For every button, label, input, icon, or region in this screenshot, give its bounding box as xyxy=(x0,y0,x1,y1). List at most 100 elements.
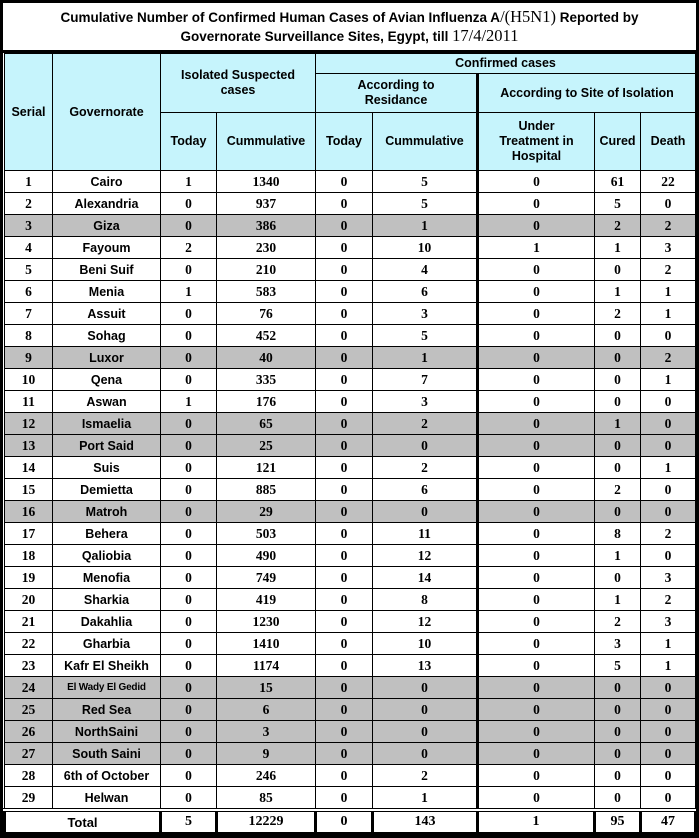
serial-cell: 4 xyxy=(4,236,53,259)
governorate-cell: Alexandria xyxy=(52,192,161,215)
residence-cumulative-cell: 10 xyxy=(372,236,478,259)
table-row: 27 South Saini 0 9 0 0 0 0 0 xyxy=(4,742,697,765)
serial-cell: 14 xyxy=(4,456,53,479)
total-residence-cumulative-cell: 143 xyxy=(371,808,479,835)
isolated-cumulative-cell: 176 xyxy=(216,390,316,413)
governorate-cell: Qena xyxy=(52,368,161,391)
residence-cumulative-cell: 0 xyxy=(372,500,478,523)
total-row: Total 5 12229 0 143 1 95 47 xyxy=(3,808,698,835)
governorate-cell: Qaliobia xyxy=(52,544,161,567)
header-site-of-isolation: According to Site of Isolation xyxy=(475,73,697,113)
death-cell: 0 xyxy=(639,434,697,457)
serial-cell: 3 xyxy=(4,214,53,237)
governorate-cell: El Wady El Gedid xyxy=(52,676,161,699)
serial-cell: 17 xyxy=(4,522,53,545)
serial-cell: 12 xyxy=(4,412,53,435)
serial-cell: 22 xyxy=(4,632,53,655)
isolated-today-cell: 0 xyxy=(160,654,217,677)
cured-cell: 2 xyxy=(594,214,641,237)
residence-today-cell: 0 xyxy=(315,500,373,523)
residence-cumulative-cell: 1 xyxy=(372,346,478,369)
isolated-cumulative-cell: 1230 xyxy=(216,610,316,633)
total-residence-today-cell: 0 xyxy=(314,808,374,835)
isolated-today-cell: 0 xyxy=(160,214,217,237)
isolated-today-cell: 1 xyxy=(160,280,217,303)
serial-cell: 2 xyxy=(4,192,53,215)
residence-today-cell: 0 xyxy=(315,236,373,259)
header-residence-cumulative: Cummulative xyxy=(372,112,478,171)
header-according-residence: According to Residance xyxy=(315,73,478,113)
table-row: 20 Sharkia 0 419 0 8 0 1 2 xyxy=(4,588,697,611)
table-row: 3 Giza 0 386 0 1 0 2 2 xyxy=(4,214,697,237)
isolated-cumulative-cell: 65 xyxy=(216,412,316,435)
residence-today-cell: 0 xyxy=(315,434,373,457)
cured-cell: 1 xyxy=(594,588,641,611)
residence-cumulative-cell: 0 xyxy=(372,676,478,699)
death-cell: 22 xyxy=(639,170,697,193)
isolated-cumulative-cell: 503 xyxy=(216,522,316,545)
isolated-today-cell: 0 xyxy=(160,544,217,567)
total-isolated-today-cell: 5 xyxy=(159,808,218,835)
header-according-residence-label: According to Residance xyxy=(357,78,435,107)
governorate-cell: Demietta xyxy=(52,478,161,501)
isolated-cumulative-cell: 76 xyxy=(216,302,316,325)
table-header: Serial Governorate Isolated Suspected ca… xyxy=(4,53,697,171)
residence-cumulative-cell: 0 xyxy=(372,742,478,765)
header-isolated-suspected: Isolated Suspected cases xyxy=(160,53,316,113)
death-cell: 0 xyxy=(639,676,697,699)
hospital-cell: 0 xyxy=(476,214,595,237)
residence-cumulative-cell: 2 xyxy=(372,412,478,435)
hospital-cell: 0 xyxy=(476,698,595,721)
cured-cell: 2 xyxy=(594,610,641,633)
residence-cumulative-cell: 11 xyxy=(372,522,478,545)
isolated-today-cell: 1 xyxy=(160,390,217,413)
serial-cell: 5 xyxy=(4,258,53,281)
header-isolated-today: Today xyxy=(160,112,217,171)
hospital-cell: 0 xyxy=(476,720,595,743)
governorate-cell: Cairo xyxy=(52,170,161,193)
isolated-cumulative-cell: 230 xyxy=(216,236,316,259)
header-isolated-cumulative: Cummulative xyxy=(216,112,316,171)
serial-cell: 28 xyxy=(4,764,53,787)
table-row: 12 Ismaelia 0 65 0 2 0 1 0 xyxy=(4,412,697,435)
death-cell: 3 xyxy=(639,236,697,259)
table-row: 26 NorthSaini 0 3 0 0 0 0 0 xyxy=(4,720,697,743)
cured-cell: 0 xyxy=(594,698,641,721)
table-footer: Total 5 12229 0 143 1 95 47 xyxy=(3,808,698,835)
serial-cell: 7 xyxy=(4,302,53,325)
isolated-cumulative-cell: 29 xyxy=(216,500,316,523)
isolated-today-cell: 0 xyxy=(160,632,217,655)
table-body: 1 Cairo 1 1340 0 5 0 61 22 2 Alexandria 0 937 0 5 0 5 0 3 G… xyxy=(4,170,697,811)
residence-today-cell: 0 xyxy=(315,654,373,677)
cured-cell: 0 xyxy=(594,764,641,787)
death-cell: 0 xyxy=(639,764,697,787)
residence-today-cell: 0 xyxy=(315,544,373,567)
residence-cumulative-cell: 12 xyxy=(372,610,478,633)
cured-cell: 0 xyxy=(594,742,641,765)
header-under-treatment-label: Under Treatment in Hospital xyxy=(499,119,574,163)
isolated-today-cell: 0 xyxy=(160,610,217,633)
death-cell: 0 xyxy=(639,478,697,501)
report-title-line-1: Cumulative Number of Confirmed Human Cas… xyxy=(7,8,692,27)
death-cell: 0 xyxy=(639,786,697,811)
residence-today-cell: 0 xyxy=(315,368,373,391)
cured-cell: 0 xyxy=(594,324,641,347)
hospital-cell: 0 xyxy=(476,742,595,765)
death-cell: 1 xyxy=(639,302,697,325)
total-cured-cell: 95 xyxy=(593,808,642,835)
serial-cell: 13 xyxy=(4,434,53,457)
isolated-today-cell: 0 xyxy=(160,676,217,699)
table-row: 14 Suis 0 121 0 2 0 0 1 xyxy=(4,456,697,479)
death-cell: 0 xyxy=(639,324,697,347)
total-death-cell: 47 xyxy=(638,808,698,835)
governorate-cell: Menofia xyxy=(52,566,161,589)
isolated-today-cell: 0 xyxy=(160,368,217,391)
isolated-cumulative-cell: 885 xyxy=(216,478,316,501)
table-row: 9 Luxor 0 40 0 1 0 0 2 xyxy=(4,346,697,369)
governorate-cell: Assuit xyxy=(52,302,161,325)
hospital-cell: 0 xyxy=(476,280,595,303)
isolated-cumulative-cell: 419 xyxy=(216,588,316,611)
serial-cell: 11 xyxy=(4,390,53,413)
death-cell: 1 xyxy=(639,280,697,303)
serial-cell: 10 xyxy=(4,368,53,391)
